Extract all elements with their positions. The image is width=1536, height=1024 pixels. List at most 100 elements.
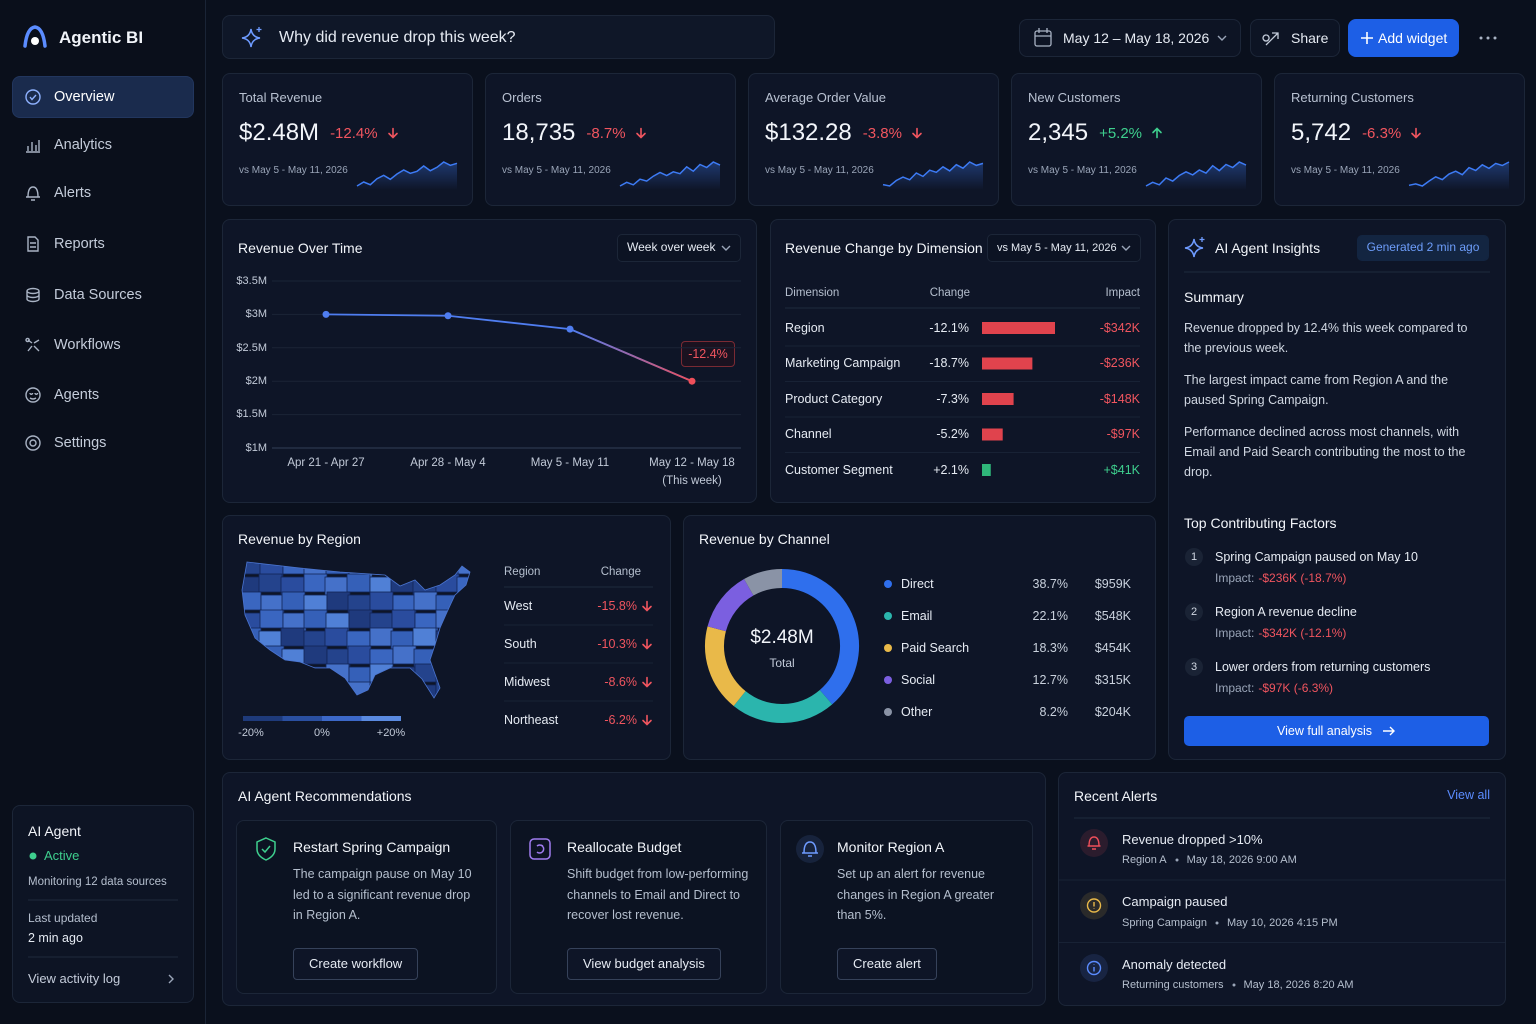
more-menu-dot[interactable] [1486, 36, 1490, 40]
state-shape [391, 562, 416, 578]
dimension-name: Customer Segment [785, 462, 893, 477]
legend-name: Social [901, 672, 936, 687]
alert-meta: Region A May 18, 2026 9:00 AM [1122, 852, 1297, 868]
state-shape [369, 627, 394, 647]
factor-rank: 3 [1190, 660, 1198, 673]
nav-icon [25, 337, 40, 352]
x-tick-sublabel: (This week) [662, 474, 722, 487]
trend-arrow [635, 127, 646, 139]
donut-segment [744, 569, 783, 596]
legend-percent: 8.2% [1039, 704, 1069, 719]
nav-item-active[interactable] [12, 76, 194, 118]
icon-shape [802, 841, 818, 857]
nav-item[interactable]: Data Sources [54, 286, 142, 303]
nav-item[interactable]: Alerts [54, 184, 92, 201]
dropdown-label[interactable]: vs May 5 - May 11, 2026 [997, 241, 1117, 254]
impact-bar [982, 393, 1014, 405]
column-header: Change [600, 565, 641, 578]
kpi-value: $2.48M [239, 119, 320, 146]
kpi-value: 18,735 [502, 119, 576, 146]
legend-amount: $454K [1094, 640, 1131, 655]
kpi-value-row: 5,742 -6.3% [1291, 117, 1422, 149]
comparison-dropdown[interactable] [987, 234, 1141, 262]
dimension-change: -12.1% [929, 320, 969, 335]
recommendation-button[interactable]: View budget analysis [567, 948, 721, 980]
donut-center-value: $2.48M [750, 626, 814, 648]
activity-log-link[interactable]: View activity log [28, 970, 121, 986]
recommendation-button[interactable]: Create workflow [293, 948, 419, 980]
state-shape [348, 609, 373, 629]
impact-value: -$342K [1099, 320, 1140, 335]
annotation-box [681, 341, 735, 368]
icon-shape [536, 844, 545, 854]
state-shape [457, 612, 470, 632]
state-shape [281, 591, 306, 611]
dimension-change: -18.7% [929, 356, 969, 371]
nav-item[interactable]: Settings [54, 434, 107, 451]
chart-title: Revenue Change by Dimension [785, 239, 983, 256]
agent-status: Active [44, 847, 80, 863]
recommendation-title: Reallocate Budget [567, 838, 682, 855]
state-shape [347, 645, 372, 665]
icon-bg [1080, 829, 1108, 857]
chart-title: Revenue Over Time [238, 239, 363, 256]
chart-title: Revenue by Channel [699, 530, 830, 547]
query-input[interactable] [222, 15, 775, 59]
kpi-label: New Customers [1028, 89, 1121, 105]
more-menu-dot[interactable] [1479, 36, 1483, 40]
data-point [688, 377, 696, 385]
legend-percent: 22.1% [1032, 608, 1068, 623]
share-button[interactable] [1250, 19, 1340, 57]
factor-rank: 2 [1190, 605, 1198, 618]
recommendation-button[interactable]: Create alert [837, 948, 937, 980]
nav-icon [25, 387, 41, 403]
kpi-label: Returning Customers [1291, 89, 1414, 105]
sparkle-icon [1199, 237, 1205, 242]
alert-meta: Returning customers May 18, 2026 8:20 AM [1122, 977, 1354, 993]
nav-icon [26, 186, 40, 201]
view-all-link[interactable]: View all [1447, 787, 1490, 802]
nav-icon-shape [25, 337, 40, 352]
view-analysis-button[interactable]: View full analysis [1184, 716, 1489, 746]
state-shape [458, 648, 470, 668]
dropdown-label[interactable]: Week over week [627, 240, 716, 255]
state-shape [280, 627, 305, 647]
state-shape [390, 681, 415, 698]
state-shape [435, 645, 460, 665]
share-label: Share [1291, 29, 1329, 46]
state-shape [282, 562, 307, 575]
nav-icon-shape [25, 387, 41, 403]
region-change: -6.2% [604, 712, 637, 727]
icon-shape [1086, 960, 1102, 976]
nav-item[interactable]: Analytics [54, 136, 113, 153]
region-trend [641, 676, 653, 688]
state-shape [435, 609, 460, 629]
legend-swatch [361, 716, 401, 721]
legend-swatch [282, 716, 322, 721]
nav-item[interactable]: Reports [54, 235, 105, 252]
y-tick-label: $2M [245, 375, 267, 388]
alert-title: Campaign paused [1122, 894, 1228, 910]
period-dropdown[interactable] [617, 234, 741, 262]
kpi-change: -12.4% [330, 124, 378, 142]
more-menu-dot[interactable] [1493, 36, 1497, 40]
sparkline [619, 161, 721, 187]
nav-item[interactable]: Workflows [54, 336, 121, 353]
column-header: Impact [1105, 286, 1140, 299]
state-shape [414, 562, 439, 575]
dimension-change: -7.3% [936, 391, 969, 406]
date-picker[interactable] [1019, 19, 1241, 57]
button-label[interactable]: View full analysis [1277, 724, 1372, 738]
kpi-value: 2,345 [1028, 119, 1089, 146]
kpi-label: Orders [502, 89, 542, 105]
state-shape [303, 681, 328, 698]
section-title: Recent Alerts [1074, 787, 1158, 804]
alert-title: Revenue dropped >10% [1122, 831, 1263, 847]
state-shape [391, 609, 416, 629]
legend-amount: $315K [1094, 672, 1131, 687]
factors-title: Top Contributing Factors [1184, 514, 1337, 531]
insights-title: AI Agent Insights [1215, 239, 1321, 256]
nav-item[interactable]: Overview [54, 88, 115, 105]
summary-paragraph: The largest impact came from Region A an… [1184, 373, 1449, 407]
nav-item[interactable]: Agents [54, 386, 100, 403]
